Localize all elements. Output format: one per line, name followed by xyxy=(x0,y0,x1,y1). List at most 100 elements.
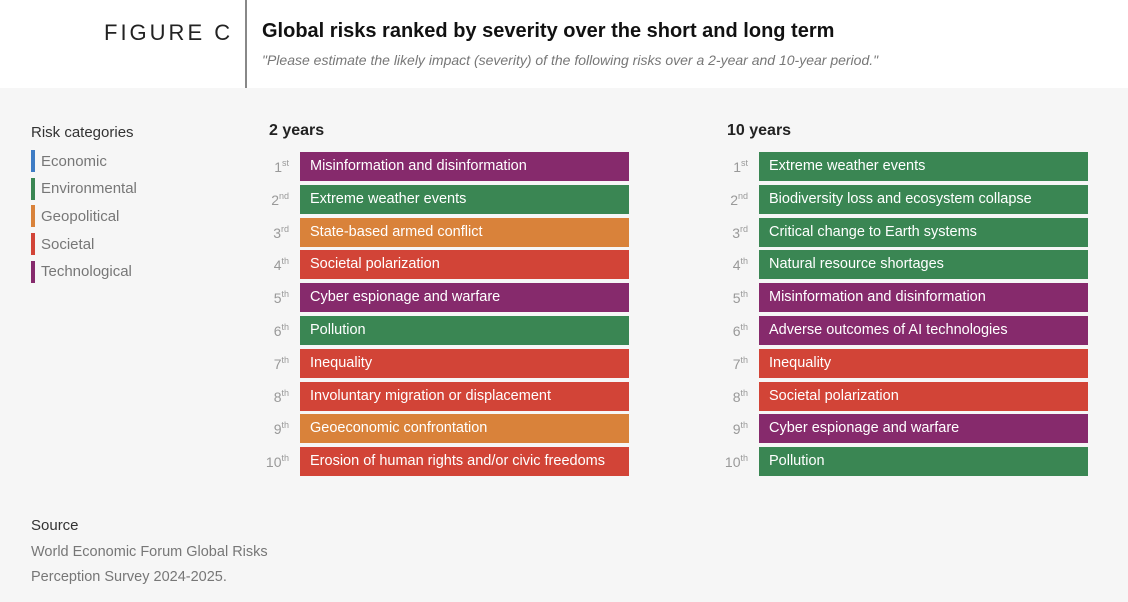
source-line: Perception Survey 2024-2025. xyxy=(31,569,227,585)
legend-item: Technological xyxy=(31,260,137,283)
column-title: 10 years xyxy=(727,122,792,139)
rank-suffix: th xyxy=(281,321,289,332)
legend: Risk categories Economic Environmental Geo… xyxy=(31,124,137,288)
risk-bar: Extreme weather events xyxy=(300,184,629,214)
legend-label: Technological xyxy=(41,263,132,281)
rank-number: 9 xyxy=(273,421,282,438)
rank-label: 8th xyxy=(719,388,748,405)
risk-bar: Cyber espionage and warfare xyxy=(300,283,629,313)
rank-suffix: th xyxy=(740,354,748,365)
rank-row: 1st Misinformation and disinformation xyxy=(274,152,629,181)
rank-number: 5 xyxy=(273,290,282,307)
rank-row: 6th Adverse outcomes of AI technologies xyxy=(733,315,1088,345)
source-title: Source xyxy=(31,517,79,534)
risk-bar: Natural resource shortages xyxy=(759,250,1088,280)
rank-label: 10th xyxy=(260,453,289,470)
risk-bar: Extreme weather events xyxy=(759,152,1088,181)
rank-suffix: th xyxy=(281,289,289,300)
header: FIGURE C Global risks ranked by severity… xyxy=(0,0,1128,88)
legend-label: Geopolitical xyxy=(41,207,120,225)
rank-suffix: st xyxy=(281,158,289,168)
column-title: 2 years xyxy=(269,122,325,139)
rank-number: 1 xyxy=(274,159,282,175)
legend-swatch xyxy=(31,177,35,200)
rank-label: 9th xyxy=(719,420,748,437)
legend-swatch xyxy=(31,260,35,283)
rank-row: 7th Inequality xyxy=(733,348,1088,378)
risk-bar: Pollution xyxy=(759,447,1088,477)
legend-swatch xyxy=(31,233,35,256)
rank-label: 4th xyxy=(260,256,289,273)
rank-number: 7 xyxy=(273,355,282,372)
rank-number: 2 xyxy=(730,191,738,208)
risk-bar: Misinformation and disinformation xyxy=(300,152,629,181)
risk-bar: Inequality xyxy=(759,348,1088,378)
rank-row: 5th Misinformation and disinformation xyxy=(733,283,1088,313)
risk-bar: Societal polarization xyxy=(759,381,1088,411)
rank-row: 2nd Extreme weather events xyxy=(271,184,629,214)
column-2-years: 2 years 1st Misinformation and disinforma… xyxy=(266,122,629,480)
rank-label: 6th xyxy=(719,322,748,339)
chart-title: Global risks ranked by severity over the… xyxy=(262,20,835,42)
rank-number: 10 xyxy=(265,454,282,471)
legend-title: Risk categories xyxy=(31,124,134,141)
risk-bar: Critical change to Earth systems xyxy=(759,217,1088,247)
rank-label: 2nd xyxy=(260,191,289,208)
rank-number: 4 xyxy=(273,257,282,274)
rank-suffix: th xyxy=(281,453,289,464)
rank-number: 6 xyxy=(273,322,282,339)
rank-suffix: th xyxy=(740,387,748,398)
rank-row: 10th Pollution xyxy=(725,447,1088,477)
rank-row: 1st Extreme weather events xyxy=(733,152,1088,181)
rank-number: 7 xyxy=(732,355,741,372)
rank-suffix: st xyxy=(740,158,748,168)
legend-label: Environmental xyxy=(41,180,137,198)
divider xyxy=(245,0,247,88)
risk-bar: Involuntary migration or displacement xyxy=(300,381,629,411)
legend-label: Economic xyxy=(41,152,107,170)
legend-item: Environmental xyxy=(31,177,137,200)
rank-number: 4 xyxy=(732,257,741,274)
rank-suffix: th xyxy=(281,420,289,431)
rank-suffix: th xyxy=(281,256,289,267)
rank-label: 1st xyxy=(719,158,748,175)
rank-row: 9th Cyber espionage and warfare xyxy=(733,414,1088,444)
rank-label: 5th xyxy=(719,289,748,306)
column-10-years: 10 years 1st Extreme weather events 2nd Bio… xyxy=(725,122,1088,480)
legend-swatch xyxy=(31,205,35,228)
rank-row: 4th Natural resource shortages xyxy=(733,250,1088,280)
rank-number: 1 xyxy=(733,159,741,175)
rank-label: 9th xyxy=(260,420,289,437)
risk-bar: State-based armed conflict xyxy=(300,217,629,247)
rank-label: 8th xyxy=(260,388,289,405)
rank-label: 4th xyxy=(719,256,748,273)
rank-label: 3rd xyxy=(719,224,748,241)
rank-row: 6th Pollution xyxy=(274,315,629,345)
risk-bar: Pollution xyxy=(300,315,629,345)
rank-number: 6 xyxy=(732,322,741,339)
rank-number: 9 xyxy=(732,421,741,438)
rank-suffix: th xyxy=(740,321,748,332)
rank-suffix: rd xyxy=(739,223,748,234)
rank-row: 10th Erosion of human rights and/or civic… xyxy=(266,447,629,477)
source: Source World Economic Forum Global Risks… xyxy=(31,517,268,590)
legend-item: Geopolitical xyxy=(31,205,137,228)
legend-item: Economic xyxy=(31,150,137,172)
source-line: World Economic Forum Global Risks xyxy=(31,544,268,560)
rank-number: 2 xyxy=(271,191,279,208)
rank-row: 3rd State-based armed conflict xyxy=(273,217,629,247)
rank-row: 3rd Critical change to Earth systems xyxy=(732,217,1088,247)
risk-bar: Biodiversity loss and ecosystem collapse xyxy=(759,184,1088,214)
rank-suffix: th xyxy=(281,387,289,398)
rank-label: 10th xyxy=(719,453,748,470)
figure-label: FIGURE C xyxy=(104,20,234,45)
legend-item: Societal xyxy=(31,233,137,256)
rank-row: 5th Cyber espionage and warfare xyxy=(274,283,629,313)
risk-bar: Societal polarization xyxy=(300,250,629,280)
rank-number: 3 xyxy=(273,224,281,241)
rank-label: 3rd xyxy=(260,224,289,241)
rank-label: 7th xyxy=(719,355,748,372)
rank-row: 4th Societal polarization xyxy=(274,250,629,280)
rank-suffix: nd xyxy=(278,190,289,201)
rank-suffix: nd xyxy=(737,190,748,201)
